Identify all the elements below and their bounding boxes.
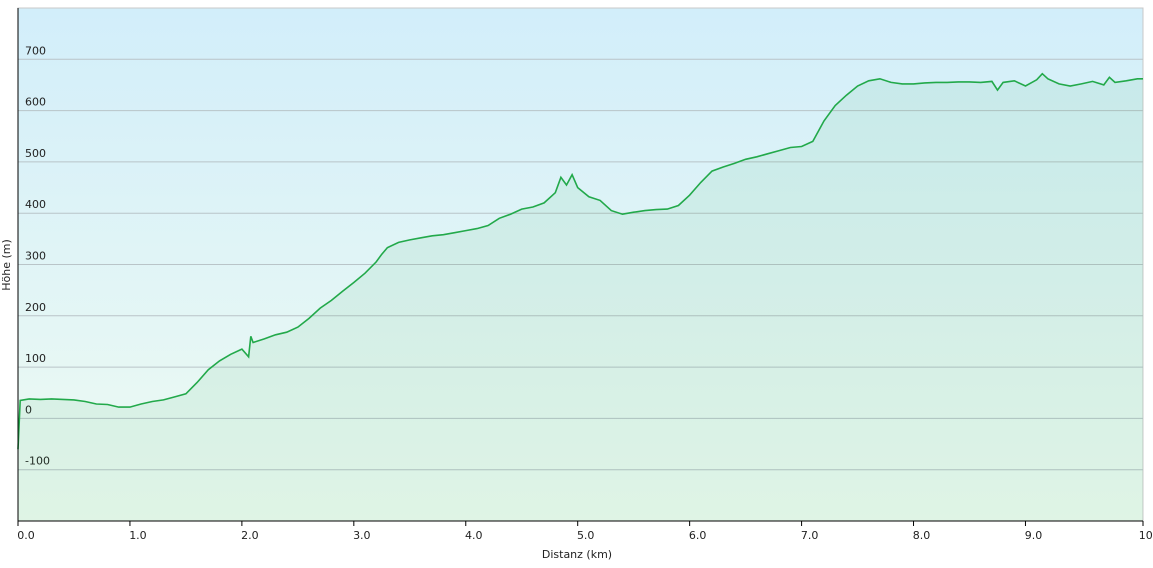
- x-axis-title: Distanz (km): [542, 548, 612, 561]
- y-axis-title: Höhe (m): [0, 239, 13, 291]
- y-tick-label: 400: [25, 198, 46, 211]
- x-tick-label: 6.0: [689, 529, 707, 542]
- area: [18, 73, 1143, 521]
- y-tick-label: 700: [25, 44, 46, 57]
- x-tick-label: 7.0: [801, 529, 819, 542]
- y-tick-label: 200: [25, 301, 46, 314]
- y-tick-label: 500: [25, 147, 46, 160]
- line: [17, 72, 1143, 450]
- x-tick-label: 3.0: [353, 529, 371, 542]
- x-tick-label: 4.0: [465, 529, 483, 542]
- y-tick-label: 100: [25, 352, 46, 365]
- x-tick-label: 1.0: [129, 529, 147, 542]
- x-tick-label: 9.0: [1025, 529, 1043, 542]
- x-tick-label: 2.0: [241, 529, 259, 542]
- x-tick-label: 0.0: [17, 529, 35, 542]
- x-tick-label: 8.0: [913, 529, 931, 542]
- x-tick-label: 10.1: [1139, 529, 1153, 542]
- y-tick-label: 300: [25, 250, 46, 263]
- x-tick-label: 5.0: [577, 529, 595, 542]
- y-tick-label: -100: [25, 455, 50, 468]
- y-tick-label: 600: [25, 96, 46, 109]
- y-tick-label: 0: [25, 403, 32, 416]
